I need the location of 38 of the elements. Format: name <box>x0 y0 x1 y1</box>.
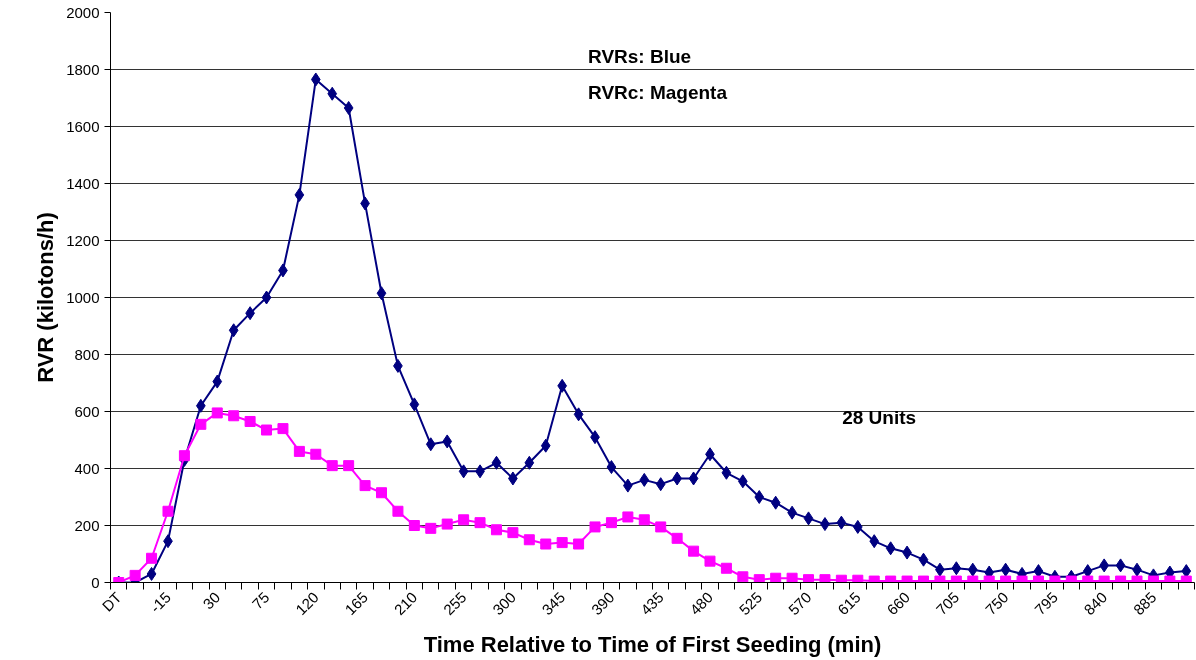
x-tick-label: 615 <box>834 588 864 619</box>
x-tick-label: 255 <box>439 588 470 619</box>
y-axis-title: RVR (kilotons/h) <box>33 212 59 383</box>
x-tick-label: 30 <box>199 588 224 613</box>
y-tick-label: 2000 <box>66 3 100 21</box>
x-tick-label: 480 <box>686 588 716 619</box>
x-tick-label: 75 <box>248 588 273 613</box>
x-tick-label: 660 <box>883 588 914 619</box>
y-tick-label: 200 <box>74 516 100 534</box>
x-tick-label: 165 <box>341 588 372 619</box>
y-tick-label: 0 <box>91 573 100 591</box>
y-tick-label: 400 <box>74 459 100 477</box>
y-tick-label: 1000 <box>66 288 100 306</box>
annotation: RVRc: Magenta <box>588 81 728 103</box>
x-tick-label: 210 <box>390 588 421 619</box>
x-tick-label: 570 <box>784 588 815 619</box>
x-tick-label: DT <box>98 588 125 615</box>
y-tick-label: 1800 <box>66 60 100 78</box>
x-axis-title: Time Relative to Time of First Seeding (min) <box>423 632 882 658</box>
y-tick-label: 1400 <box>66 174 100 192</box>
x-tick-label: 840 <box>1080 588 1111 619</box>
x-tick-label: 885 <box>1129 588 1160 619</box>
y-tick-label: 600 <box>74 402 100 420</box>
x-tick-label: 525 <box>735 588 766 619</box>
x-tick-label: 345 <box>538 588 569 619</box>
x-tick-label: 705 <box>932 588 963 619</box>
x-tick-label: 750 <box>981 588 1012 619</box>
y-tick-label: 1600 <box>66 117 100 135</box>
x-tick-label: 120 <box>292 588 322 619</box>
x-tick-label: 435 <box>637 588 667 619</box>
y-tick-label: 1200 <box>66 231 100 249</box>
y-tick-label: 800 <box>74 345 100 363</box>
x-tick-label: 390 <box>587 588 618 619</box>
x-tick-label: 300 <box>489 588 519 619</box>
x-tick-label: 795 <box>1031 588 1061 619</box>
annotation: 28 Units <box>842 406 917 428</box>
x-tick-label: -15 <box>146 588 174 616</box>
annotation: RVRs: Blue <box>588 46 692 68</box>
